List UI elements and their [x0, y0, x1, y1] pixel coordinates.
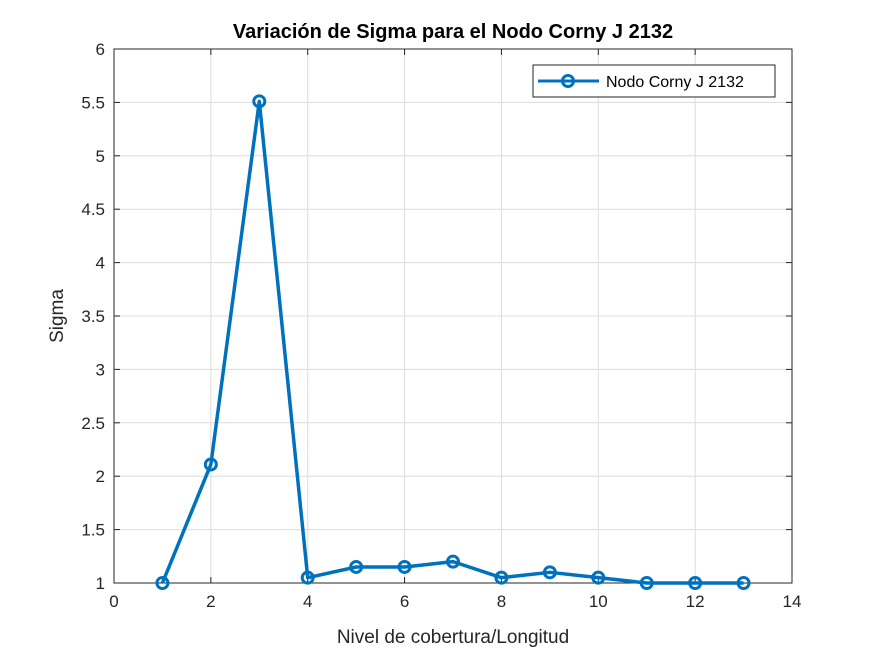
x-tick-label: 12 — [686, 592, 705, 611]
x-tick-label: 4 — [303, 592, 312, 611]
y-tick-label: 5.5 — [81, 93, 105, 112]
legend-label: Nodo Corny J 2132 — [606, 74, 744, 91]
data-point — [252, 94, 267, 109]
x-tick-label: 2 — [206, 592, 215, 611]
legend-marker — [561, 74, 575, 88]
y-tick-label: 3.5 — [81, 307, 105, 326]
data-point — [155, 576, 170, 590]
x-axis: 0 2 4 6 8 10 12 14 — [109, 49, 801, 611]
y-tick-label: 6 — [96, 40, 105, 59]
data-point — [736, 576, 751, 590]
y-axis-label: Sigma — [47, 289, 68, 343]
y-tick-label: 5 — [96, 147, 105, 166]
series-layer — [155, 94, 751, 590]
data-point — [397, 559, 412, 574]
data-point — [591, 570, 606, 585]
chart-title: Variación de Sigma para el Nodo Corny J … — [233, 21, 673, 43]
y-axis: 1 1.5 2 2.5 3 3.5 4 4.5 5 5.5 6 — [81, 40, 792, 593]
y-tick-label: 2.5 — [81, 414, 105, 433]
data-point — [203, 457, 218, 472]
y-tick-label: 1 — [96, 574, 105, 593]
x-axis-label: Nivel de cobertura/Longitud — [337, 627, 569, 648]
data-point — [688, 576, 703, 590]
y-tick-label: 2 — [96, 467, 105, 486]
x-tick-label: 0 — [109, 592, 118, 611]
y-tick-label: 3 — [96, 360, 105, 379]
data-point — [300, 570, 315, 585]
x-tick-label: 8 — [497, 592, 506, 611]
x-tick-label: 6 — [400, 592, 409, 611]
y-tick-label: 4.5 — [81, 200, 105, 219]
x-tick-label: 10 — [589, 592, 608, 611]
y-tick-label: 4 — [96, 254, 105, 273]
y-tick-label: 1.5 — [81, 521, 105, 540]
data-point — [639, 576, 654, 590]
x-tick-label: 14 — [783, 592, 802, 611]
data-point — [542, 565, 557, 580]
legend: Nodo Corny J 2132 — [532, 64, 776, 98]
data-point — [349, 559, 364, 574]
data-point — [446, 554, 460, 569]
data-point — [494, 570, 509, 585]
series-line — [160, 99, 744, 585]
